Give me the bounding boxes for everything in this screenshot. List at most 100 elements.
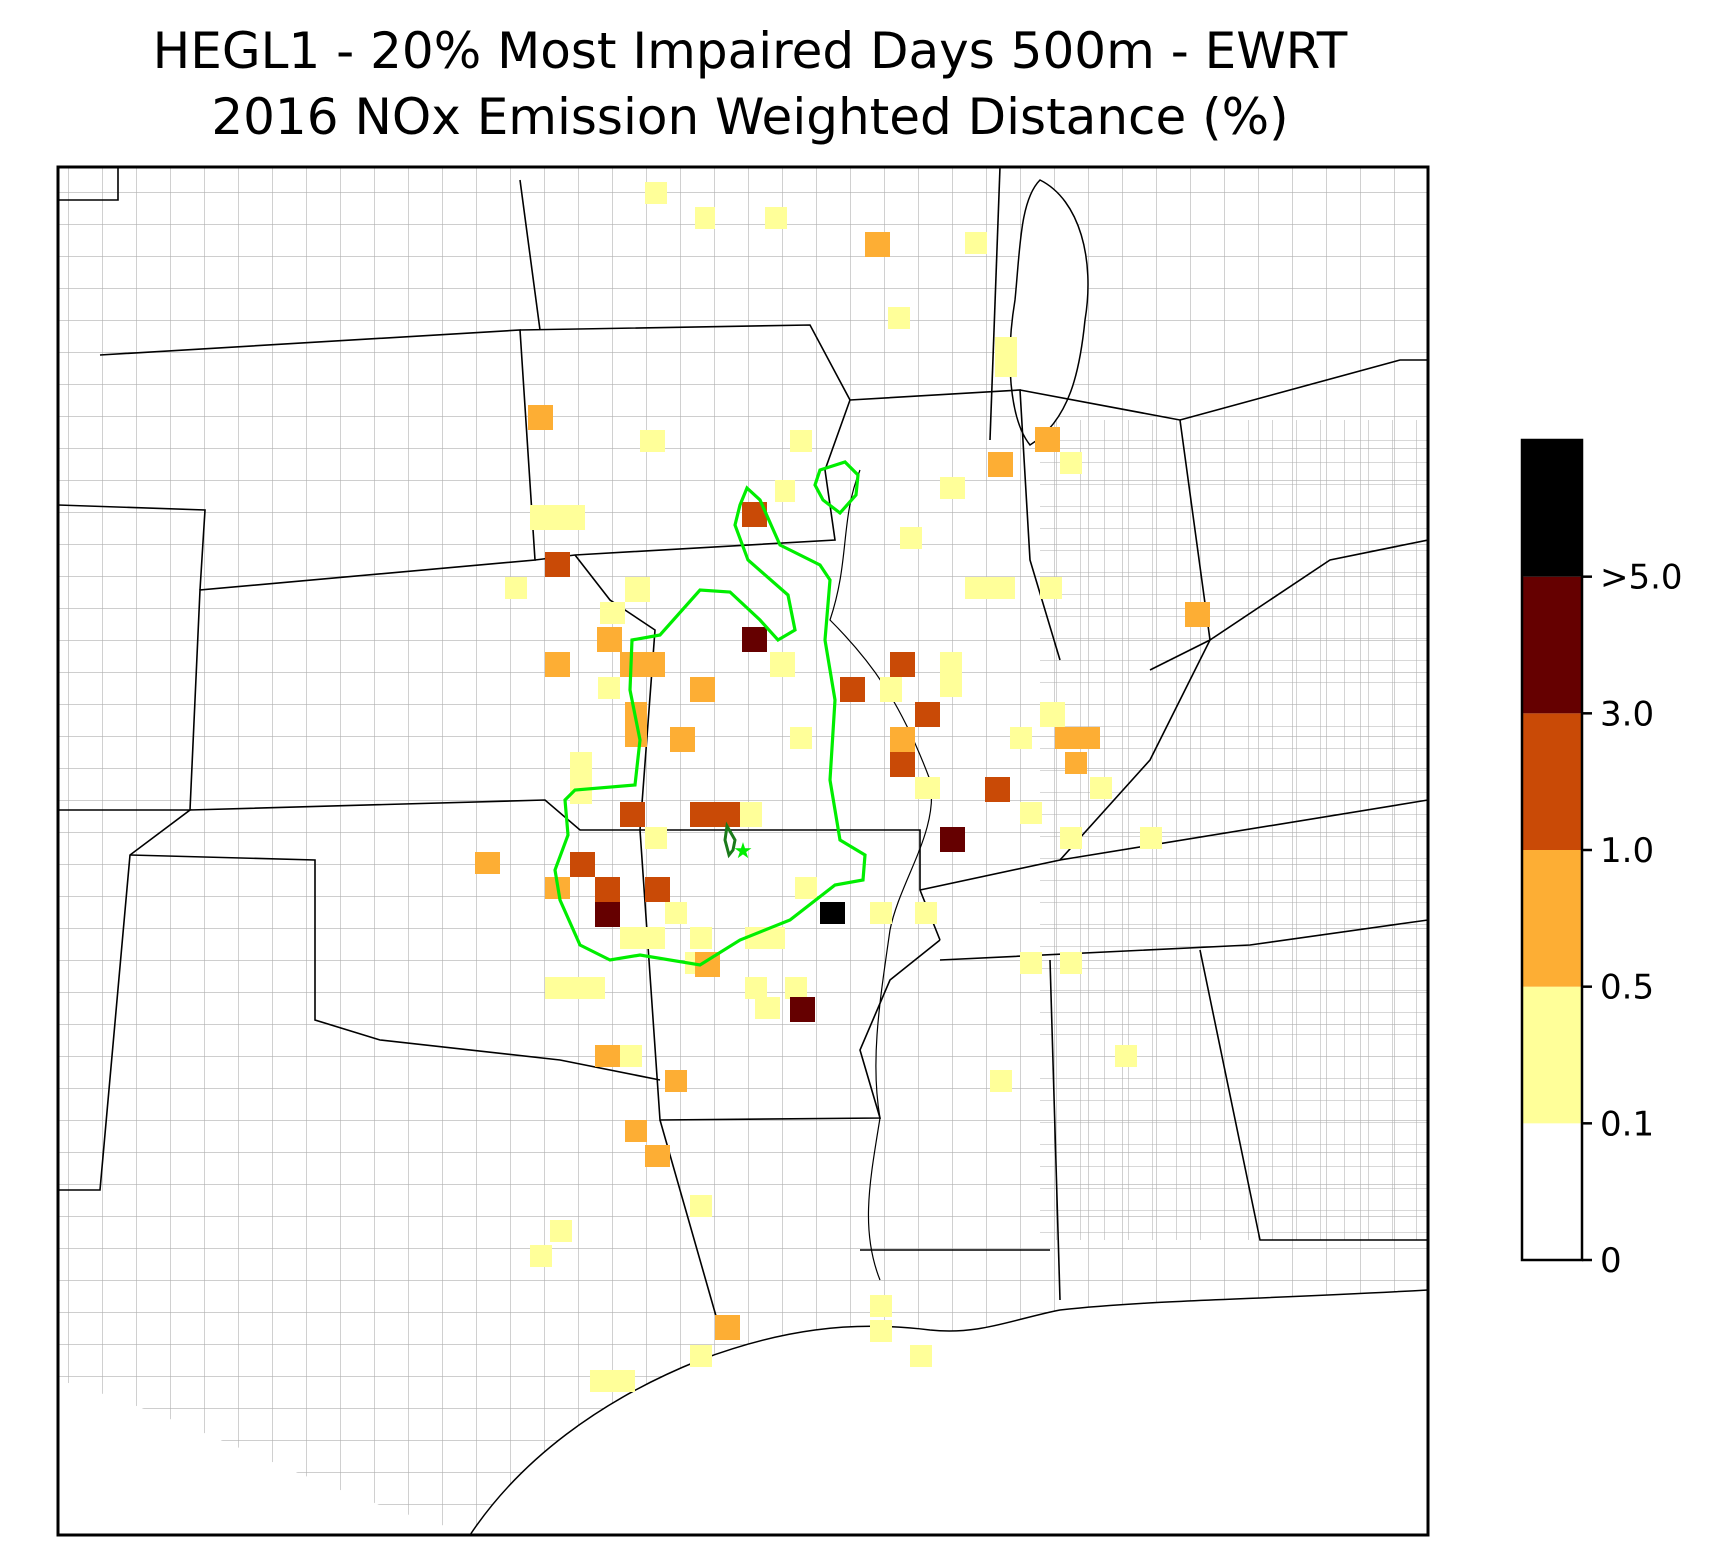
- emission-cell: [1040, 702, 1065, 727]
- emission-cell: [915, 702, 940, 727]
- emission-cell: [530, 505, 585, 530]
- colorbar-bins: [1522, 440, 1582, 1260]
- emission-cell: [550, 1220, 572, 1242]
- emission-cell: [625, 1120, 647, 1142]
- emission-cell: [790, 997, 815, 1022]
- emission-cell: [790, 430, 812, 452]
- colorbar-bin-0: [1522, 1123, 1582, 1260]
- influence-contour: [553, 485, 867, 967]
- emission-cell: [1055, 727, 1100, 749]
- emission-cell: [475, 852, 500, 874]
- colorbar-bin-5: [1522, 440, 1582, 577]
- emission-cell: [1010, 727, 1032, 749]
- emission-cell: [990, 1070, 1012, 1092]
- lake-michigan: [1009, 179, 1089, 446]
- emission-cell: [590, 1370, 635, 1392]
- site-star-icon: ★: [733, 839, 753, 864]
- map-frame: [56, 165, 1430, 1537]
- emission-cell: [505, 577, 527, 599]
- emission-cell: [888, 307, 910, 329]
- colorbar-tick-label: 0.5: [1600, 968, 1654, 1008]
- colorbar: 0 0.1 0.5 1.0 3.0 >5.0: [1520, 438, 1683, 1281]
- colorbar-tick-label: >5.0: [1600, 558, 1683, 598]
- emission-cell: [1060, 827, 1082, 849]
- emission-cell: [988, 452, 1013, 477]
- emission-cell: [870, 902, 892, 924]
- emission-cell: [645, 877, 670, 902]
- emission-cell: [1185, 602, 1210, 627]
- emission-cell: [570, 852, 595, 877]
- emission-cell: [545, 552, 570, 577]
- mississippi-river: [829, 469, 933, 1281]
- emission-cell: [620, 652, 665, 677]
- emission-cell: [915, 777, 940, 799]
- emission-cell: [740, 802, 762, 827]
- emission-cells: [475, 182, 1210, 1392]
- emission-cell: [770, 652, 795, 677]
- colorbar-bin-3: [1522, 713, 1582, 850]
- emission-cell: [775, 480, 795, 502]
- emission-cell: [690, 677, 715, 702]
- gulf-coastline: [469, 1289, 1428, 1535]
- emission-cell: [665, 902, 687, 924]
- emission-cell: [840, 677, 865, 702]
- emission-cell: [530, 1245, 552, 1267]
- emission-cell: [595, 902, 620, 927]
- emission-cell: [915, 902, 937, 924]
- emission-cell: [765, 207, 787, 229]
- emission-cell: [870, 1295, 892, 1317]
- emission-cell: [890, 652, 915, 677]
- gulf-of-mexico: [470, 1290, 1428, 1535]
- colorbar-tick-label: 0.1: [1600, 1104, 1654, 1144]
- map-title-line1: HEGL1 - 20% Most Impaired Days 500m - EW…: [152, 22, 1348, 80]
- emission-cell: [620, 927, 665, 949]
- influence-contour-small: [813, 460, 860, 516]
- emission-cell: [598, 677, 620, 699]
- colorbar-tick-label: 3.0: [1600, 694, 1654, 734]
- colorbar-ticks: 0 0.1 0.5 1.0 3.0 >5.0: [1582, 558, 1683, 1281]
- emission-cell: [1020, 802, 1042, 824]
- emission-cell: [785, 977, 807, 999]
- colorbar-bin-2: [1522, 850, 1582, 987]
- emission-cell: [745, 977, 767, 999]
- emission-cell: [940, 652, 962, 697]
- emission-cell: [620, 802, 645, 827]
- emission-cell: [715, 1315, 740, 1340]
- colorbar-tick-label: 0: [1600, 1241, 1622, 1281]
- map-title-line2: 2016 NOx Emission Weighted Distance (%): [211, 88, 1289, 146]
- emission-cell: [528, 405, 553, 430]
- emission-cell: [645, 182, 667, 204]
- emission-cell: [940, 827, 965, 852]
- map-basemap: [58, 167, 1428, 1535]
- emission-cell: [1060, 952, 1082, 974]
- emission-cell: [795, 877, 817, 899]
- emission-cell: [645, 827, 667, 849]
- emission-cell: [880, 677, 902, 702]
- emission-cell: [570, 752, 592, 804]
- emission-cell: [820, 902, 845, 924]
- emission-cell: [1040, 577, 1062, 599]
- emission-cell: [625, 577, 650, 602]
- emission-cell: [910, 1345, 932, 1367]
- colorbar-bin-1: [1522, 986, 1582, 1124]
- colorbar-bin-4: [1522, 576, 1582, 714]
- class1-area-marker: [723, 821, 737, 859]
- emission-cell: [1090, 777, 1112, 799]
- emission-cell: [595, 877, 620, 902]
- emission-cell: [595, 1045, 620, 1067]
- emission-cell: [940, 477, 965, 499]
- emission-cell: [995, 337, 1017, 377]
- emission-cell: [690, 1345, 712, 1367]
- emission-cell: [600, 602, 625, 624]
- emission-cell: [1020, 952, 1042, 974]
- emission-cell: [965, 577, 1015, 599]
- emission-cell: [670, 727, 695, 752]
- emission-cell: [1060, 452, 1082, 474]
- emission-cell: [790, 727, 812, 749]
- emission-cell: [890, 752, 915, 777]
- emission-cell: [690, 1195, 712, 1217]
- emission-cell: [597, 627, 622, 652]
- emission-cell: [645, 1145, 670, 1167]
- state-boundaries: [58, 167, 1428, 1331]
